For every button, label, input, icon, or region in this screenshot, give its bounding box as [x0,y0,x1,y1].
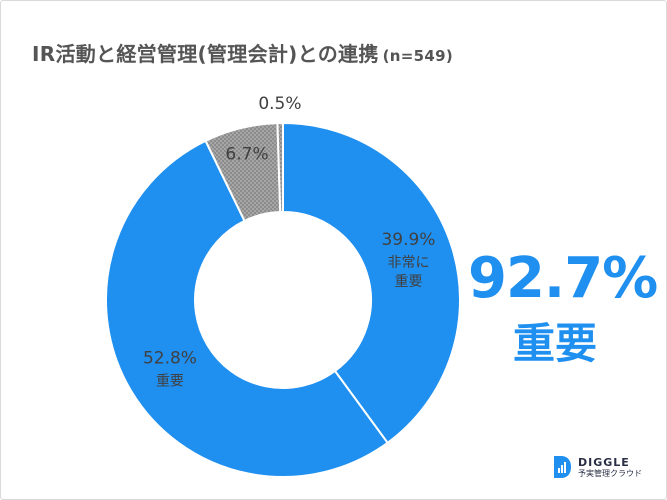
logo-subtitle: 予実管理クラウド [578,468,642,478]
donut-slice-0 [282,121,461,445]
slice-value-label-0: 39.9% [381,230,435,250]
slice-value-label-3: 0.5% [258,94,301,114]
highlight-label: 重要 [513,319,598,368]
diggle-logo: DIGGLE 予実管理クラウド [552,455,642,479]
chart-title: IR活動と経営管理(管理会計)との連携 (n=549) [32,38,453,67]
highlight-value: 92.7% [468,246,658,311]
slice-value-label-2: 6.7% [225,144,268,164]
donut-slice-1 [105,139,389,478]
slice-value-label-1: 52.8% [143,349,197,369]
slice-name-label-0: 重要 [394,274,422,290]
chart-subtitle: (n=549) [382,47,453,65]
logo-name: DIGGLE [578,455,630,469]
donut-slice-3 [276,121,284,214]
slice-name-label-1: 重要 [156,374,184,390]
chart-title-text: IR活動と経営管理(管理会計)との連携 [32,42,379,66]
diggle-logo-icon [554,456,571,478]
slice-name-label-0: 非常に [387,255,429,271]
